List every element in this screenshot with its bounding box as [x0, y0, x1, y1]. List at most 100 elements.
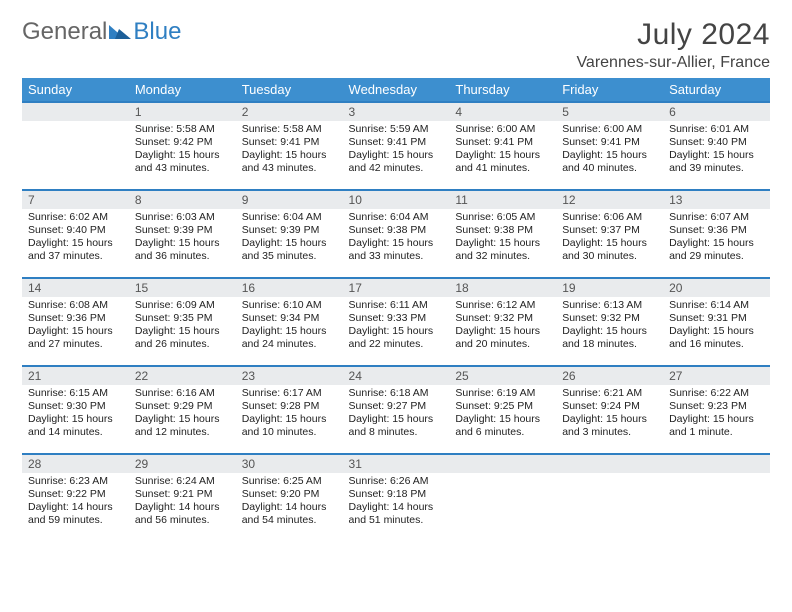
calendar-row: 28Sunrise: 6:23 AMSunset: 9:22 PMDayligh…	[22, 454, 770, 542]
day-details: Sunrise: 6:23 AMSunset: 9:22 PMDaylight:…	[22, 473, 129, 532]
day-line: and 54 minutes.	[242, 514, 337, 527]
calendar-cell: 22Sunrise: 6:16 AMSunset: 9:29 PMDayligh…	[129, 366, 236, 454]
day-details: Sunrise: 6:26 AMSunset: 9:18 PMDaylight:…	[343, 473, 450, 532]
day-line: Sunset: 9:41 PM	[455, 136, 550, 149]
day-line: Daylight: 15 hours	[455, 149, 550, 162]
calendar-cell: 11Sunrise: 6:05 AMSunset: 9:38 PMDayligh…	[449, 190, 556, 278]
day-line: Sunset: 9:41 PM	[562, 136, 657, 149]
day-line: Sunset: 9:41 PM	[242, 136, 337, 149]
day-number: 17	[343, 279, 450, 297]
logo-text-general: General	[22, 18, 107, 46]
day-line: and 43 minutes.	[242, 162, 337, 175]
day-line: Sunset: 9:37 PM	[562, 224, 657, 237]
calendar-cell: 25Sunrise: 6:19 AMSunset: 9:25 PMDayligh…	[449, 366, 556, 454]
calendar-cell: 18Sunrise: 6:12 AMSunset: 9:32 PMDayligh…	[449, 278, 556, 366]
day-line: Sunset: 9:32 PM	[455, 312, 550, 325]
day-line: Sunrise: 6:00 AM	[562, 123, 657, 136]
day-number: 28	[22, 455, 129, 473]
day-line: Sunrise: 6:02 AM	[28, 211, 123, 224]
day-line: and 41 minutes.	[455, 162, 550, 175]
day-line: Sunrise: 6:22 AM	[669, 387, 764, 400]
day-line: Sunset: 9:40 PM	[669, 136, 764, 149]
day-details: Sunrise: 6:03 AMSunset: 9:39 PMDaylight:…	[129, 209, 236, 268]
day-line: Daylight: 15 hours	[562, 413, 657, 426]
day-line: Sunset: 9:18 PM	[349, 488, 444, 501]
day-line: and 36 minutes.	[135, 250, 230, 263]
day-line: Sunset: 9:20 PM	[242, 488, 337, 501]
day-number: 8	[129, 191, 236, 209]
day-line: Sunrise: 6:18 AM	[349, 387, 444, 400]
day-header: Tuesday	[236, 78, 343, 102]
location: Varennes-sur-Allier, France	[576, 54, 770, 72]
calendar-row: 1Sunrise: 5:58 AMSunset: 9:42 PMDaylight…	[22, 102, 770, 190]
day-line: Sunrise: 6:17 AM	[242, 387, 337, 400]
calendar-cell: 1Sunrise: 5:58 AMSunset: 9:42 PMDaylight…	[129, 102, 236, 190]
day-details: Sunrise: 6:18 AMSunset: 9:27 PMDaylight:…	[343, 385, 450, 444]
day-line: Sunrise: 6:05 AM	[455, 211, 550, 224]
day-line: Sunset: 9:36 PM	[669, 224, 764, 237]
day-line: and 3 minutes.	[562, 426, 657, 439]
calendar-cell: 28Sunrise: 6:23 AMSunset: 9:22 PMDayligh…	[22, 454, 129, 542]
calendar-cell: 30Sunrise: 6:25 AMSunset: 9:20 PMDayligh…	[236, 454, 343, 542]
day-line: Daylight: 15 hours	[242, 149, 337, 162]
day-details: Sunrise: 5:58 AMSunset: 9:41 PMDaylight:…	[236, 121, 343, 180]
day-line: Sunset: 9:34 PM	[242, 312, 337, 325]
day-line: Sunset: 9:21 PM	[135, 488, 230, 501]
day-details: Sunrise: 6:10 AMSunset: 9:34 PMDaylight:…	[236, 297, 343, 356]
calendar-body: 1Sunrise: 5:58 AMSunset: 9:42 PMDaylight…	[22, 102, 770, 542]
day-line: Daylight: 15 hours	[242, 413, 337, 426]
day-number: 4	[449, 103, 556, 121]
day-number: 16	[236, 279, 343, 297]
day-line: Sunrise: 6:03 AM	[135, 211, 230, 224]
day-details: Sunrise: 6:21 AMSunset: 9:24 PMDaylight:…	[556, 385, 663, 444]
day-number: 21	[22, 367, 129, 385]
day-line: Sunset: 9:28 PM	[242, 400, 337, 413]
day-header: Saturday	[663, 78, 770, 102]
day-line: Daylight: 14 hours	[28, 501, 123, 514]
day-line: Sunrise: 6:13 AM	[562, 299, 657, 312]
day-line: Sunrise: 6:25 AM	[242, 475, 337, 488]
day-number: 22	[129, 367, 236, 385]
day-number: 2	[236, 103, 343, 121]
day-number: 31	[343, 455, 450, 473]
day-details: Sunrise: 6:00 AMSunset: 9:41 PMDaylight:…	[449, 121, 556, 180]
calendar-cell: 10Sunrise: 6:04 AMSunset: 9:38 PMDayligh…	[343, 190, 450, 278]
day-line: and 33 minutes.	[349, 250, 444, 263]
day-line: and 30 minutes.	[562, 250, 657, 263]
month-title: July 2024	[576, 18, 770, 52]
calendar-cell: 16Sunrise: 6:10 AMSunset: 9:34 PMDayligh…	[236, 278, 343, 366]
day-line: Sunrise: 6:12 AM	[455, 299, 550, 312]
calendar-cell: 27Sunrise: 6:22 AMSunset: 9:23 PMDayligh…	[663, 366, 770, 454]
day-line: Daylight: 15 hours	[562, 325, 657, 338]
day-line: and 1 minute.	[669, 426, 764, 439]
day-details: Sunrise: 6:15 AMSunset: 9:30 PMDaylight:…	[22, 385, 129, 444]
day-line: and 40 minutes.	[562, 162, 657, 175]
day-details: Sunrise: 6:12 AMSunset: 9:32 PMDaylight:…	[449, 297, 556, 356]
day-details: Sunrise: 6:24 AMSunset: 9:21 PMDaylight:…	[129, 473, 236, 532]
calendar-cell: 12Sunrise: 6:06 AMSunset: 9:37 PMDayligh…	[556, 190, 663, 278]
day-details	[663, 473, 770, 479]
day-line: Sunrise: 6:08 AM	[28, 299, 123, 312]
page-header: General Blue July 2024 Varennes-sur-Alli…	[22, 18, 770, 72]
day-line: Sunrise: 6:09 AM	[135, 299, 230, 312]
calendar-row: 21Sunrise: 6:15 AMSunset: 9:30 PMDayligh…	[22, 366, 770, 454]
day-line: Sunset: 9:25 PM	[455, 400, 550, 413]
day-line: and 27 minutes.	[28, 338, 123, 351]
day-number: 14	[22, 279, 129, 297]
day-number: 3	[343, 103, 450, 121]
day-line: Sunset: 9:27 PM	[349, 400, 444, 413]
day-line: Sunrise: 6:24 AM	[135, 475, 230, 488]
day-line: Daylight: 15 hours	[669, 237, 764, 250]
day-line: Sunset: 9:39 PM	[242, 224, 337, 237]
day-line: and 14 minutes.	[28, 426, 123, 439]
calendar-table: Sunday Monday Tuesday Wednesday Thursday…	[22, 78, 770, 542]
day-line: Sunset: 9:33 PM	[349, 312, 444, 325]
day-number: 30	[236, 455, 343, 473]
calendar-row: 14Sunrise: 6:08 AMSunset: 9:36 PMDayligh…	[22, 278, 770, 366]
day-line: Daylight: 15 hours	[349, 325, 444, 338]
day-line: Daylight: 15 hours	[135, 413, 230, 426]
day-line: Daylight: 15 hours	[669, 149, 764, 162]
day-line: Sunset: 9:29 PM	[135, 400, 230, 413]
day-header: Sunday	[22, 78, 129, 102]
day-line: and 35 minutes.	[242, 250, 337, 263]
